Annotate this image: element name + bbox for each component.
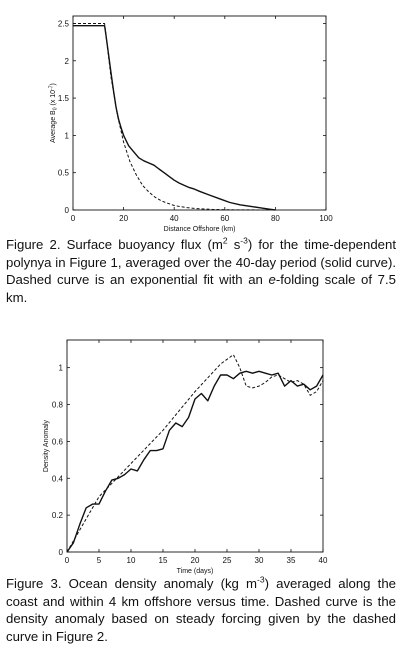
caption-text: ) averaged along the coast and within 4 … [6,576,396,644]
caption-superscript: -3 [240,235,248,246]
solid-series-line [66,370,324,553]
figure-2-chart: 0 20 40 60 80 100 0 0.5 1 1.5 2 2.5 Distance Offshor… [49,15,333,233]
x-tick-label: 20 [119,214,128,223]
figure-3-chart: 0 5 10 15 20 25 30 35 40 0 0.2 0.4 0.6 0.8 1 Time (days… [43,339,328,575]
y-tick-label: 0 [65,206,70,215]
figure-2: 0 20 40 60 80 100 0 0.5 1 1.5 2 2.5 Distance Offshor… [0,0,400,330]
y-tick-label: 1.5 [58,94,70,103]
x-tick-label: 30 [255,556,264,565]
y-axis-label-main: Average B [50,110,57,143]
y-tick-label: 0.4 [52,474,64,483]
figure-3: 0 5 10 15 20 25 30 35 40 0 0.2 0.4 0.6 0.8 1 Time (days… [0,330,400,671]
x-tick-label: 20 [191,556,200,565]
y-tick-label: 2 [65,57,70,66]
solid-series-line [73,25,276,211]
figure-3-caption: Figure 3. Ocean density anomaly (kg m-3)… [6,575,396,645]
caption-text: s [227,237,241,252]
x-tick-label: 15 [159,556,168,565]
y-tick-label: 1 [65,131,70,140]
x-axis-label: Time (days) [177,568,214,575]
x-tick-label: 25 [223,556,232,565]
x-axis-label: Distance Offshore (km) [164,226,236,233]
figure-2-caption: Figure 2. Surface buoyancy flux (m2 s-3)… [6,236,396,306]
y-tick-label: 0.2 [52,511,64,520]
caption-superscript: -3 [257,574,265,585]
y-tick-label: 1 [59,364,64,373]
x-tick-label: 5 [97,556,102,565]
y-axis-label-subscript: 0 [53,107,59,110]
y-axis-label: Density Anomaly [43,419,50,472]
y-axis-label-exponent: -7 [49,85,55,90]
y-axis-label-scale: (x 10 [50,90,57,106]
dashed-series-line [73,23,276,211]
caption-italic: e [268,272,276,287]
y-tick-label: 0.8 [52,401,64,410]
plot-frame [66,339,324,553]
x-tick-label: 10 [127,556,136,565]
x-tick-label: 40 [170,214,179,223]
x-tick-label: 0 [71,214,76,223]
y-tick-label: 2.5 [58,19,70,28]
caption-text: Figure 2. Surface buoyancy flux (m [6,237,223,252]
x-tick-label: 100 [319,214,333,223]
y-tick-label: 0.5 [58,169,70,178]
caption-text: -folding scale of 7.5 km. [6,272,396,305]
x-tick-label: 60 [220,214,229,223]
x-tick-label: 40 [319,556,328,565]
plot-frame [72,15,327,211]
caption-text: Figure 3. Ocean density anomaly (kg m [6,576,258,591]
y-tick-label: 0.6 [52,437,64,446]
y-axis-label-close: ) [50,83,57,85]
dashed-series-line [66,354,324,553]
x-tick-label: 0 [65,556,70,565]
x-tick-label: 35 [287,556,296,565]
x-tick-label: 80 [271,214,280,223]
caption-text: ) for the time-dependent polynya in Figu… [6,237,397,287]
y-axis-label: Average B0(x 10-7) [49,83,59,143]
y-tick-label: 0 [59,548,64,557]
caption-superscript: 2 [222,235,228,246]
